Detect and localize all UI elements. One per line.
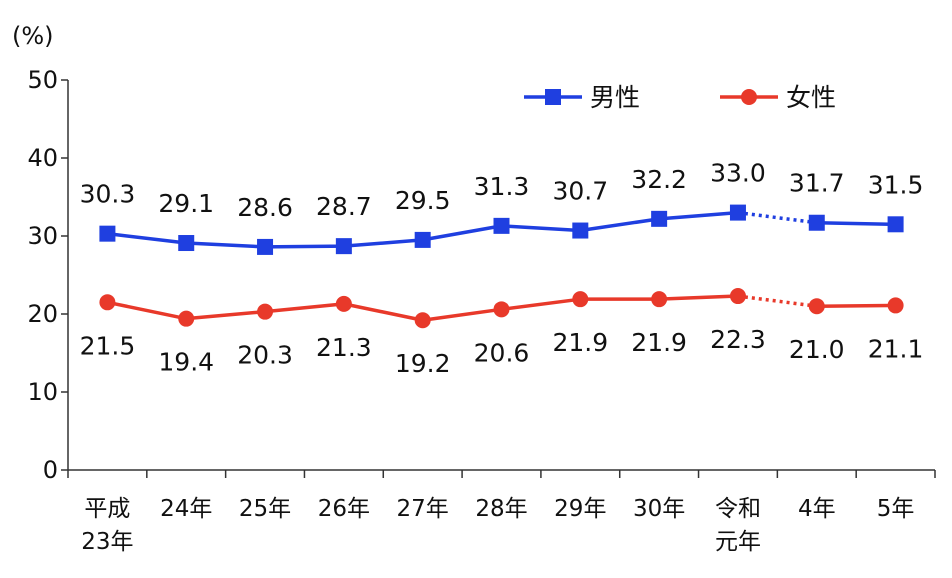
x-tick-label: 25年 [239, 496, 291, 522]
y-tick-label: 40 [27, 144, 58, 172]
y-axis-unit-label: (%) [12, 22, 54, 50]
data-label: 32.2 [631, 165, 687, 194]
data-label: 20.3 [237, 341, 293, 370]
point-marker-male [729, 204, 746, 221]
x-tick-label: 23年 [81, 529, 133, 555]
x-tick-label: 24年 [160, 496, 212, 522]
x-tick-label: 28年 [475, 496, 527, 522]
point-marker-male [808, 214, 825, 231]
legend-label: 女性 [786, 83, 836, 112]
x-tick-label: 30年 [633, 496, 685, 522]
y-tick-label: 30 [27, 222, 58, 250]
point-marker-female [493, 301, 510, 318]
y-tick-label: 50 [27, 66, 58, 94]
point-marker-male [99, 225, 116, 242]
data-label: 19.2 [395, 349, 451, 378]
data-label: 21.5 [80, 331, 136, 360]
point-marker-male [493, 217, 510, 234]
point-marker-female [99, 294, 116, 311]
x-tick-label: 5年 [877, 496, 915, 522]
y-tick-label: 10 [27, 378, 58, 406]
point-marker-female [729, 288, 746, 305]
point-marker-male [414, 231, 431, 248]
legend-marker-female [741, 89, 757, 105]
x-tick-label: 平成 [84, 496, 130, 522]
data-label: 19.4 [158, 348, 214, 377]
legend-label: 男性 [590, 83, 640, 112]
point-marker-female [335, 295, 352, 312]
x-tick-label: 27年 [397, 496, 449, 522]
point-marker-female [178, 310, 195, 327]
data-label: 28.7 [316, 192, 372, 221]
series-line-0-recent [816, 220, 896, 227]
series-line-0-gap [737, 210, 817, 225]
data-label: 21.9 [631, 328, 687, 357]
data-label: 30.3 [80, 180, 136, 209]
data-label: 21.9 [552, 328, 608, 357]
x-tick-label: 元年 [715, 529, 761, 555]
y-axis: 0 10 20 30 40 50 [27, 66, 69, 484]
x-tick-label: 26年 [318, 496, 370, 522]
data-label: 20.6 [474, 338, 530, 367]
point-marker-male [651, 210, 668, 227]
legend: 男性 女性 [524, 83, 836, 112]
data-label: 21.3 [316, 333, 372, 362]
y-tick-label: 20 [27, 300, 58, 328]
series-markers [99, 204, 904, 329]
point-marker-male [335, 238, 352, 255]
data-label: 21.0 [789, 335, 845, 364]
data-label: 22.3 [710, 325, 766, 354]
data-label: 28.6 [237, 193, 293, 222]
point-marker-male [572, 222, 589, 239]
point-marker-female [257, 303, 274, 320]
data-label: 31.7 [789, 169, 845, 198]
point-marker-female [808, 298, 825, 315]
point-marker-female [651, 291, 668, 308]
data-label: 29.1 [158, 189, 214, 218]
x-tick-label: 4年 [798, 496, 836, 522]
y-tick-label: 0 [43, 456, 58, 484]
data-label: 31.3 [474, 172, 530, 201]
point-marker-female [414, 312, 431, 329]
point-marker-female [572, 291, 589, 308]
data-label: 31.5 [868, 170, 924, 199]
x-tick-label: 29年 [554, 496, 606, 522]
data-label: 33.0 [710, 159, 766, 188]
data-label: 29.5 [395, 186, 451, 215]
x-tick-label: 令和 [715, 496, 761, 522]
data-labels: 30.3 29.1 28.6 28.7 29.5 31.3 30.7 32.2 33.0 31.7… [80, 159, 924, 379]
point-marker-male [178, 235, 195, 252]
point-marker-male [887, 216, 904, 233]
point-marker-male [257, 238, 274, 255]
data-label: 21.1 [868, 334, 924, 363]
series-line-1-recent [816, 303, 896, 308]
legend-marker-male [545, 89, 561, 105]
point-marker-female [887, 297, 904, 314]
data-label: 30.7 [552, 177, 608, 206]
series-line-1-gap [737, 294, 817, 308]
